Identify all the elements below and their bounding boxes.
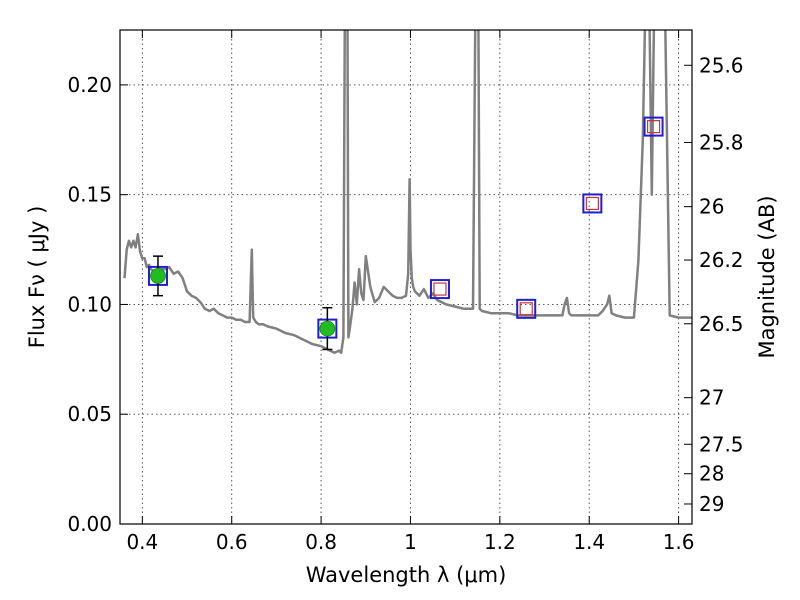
model-point-inner — [433, 282, 447, 296]
model-point-square — [643, 116, 664, 137]
y-axis-label: Flux Fν ( μJy ) — [25, 206, 49, 349]
x-tick-label: 1.4 — [573, 530, 605, 554]
x-tick-label: 0.6 — [216, 530, 248, 554]
axes: 0.4 0.6 0.8 1 1.2 1.4 1.6 0.00 0.05 0.10 0.15 0.20 2… — [67, 30, 744, 554]
plot-frame — [119, 29, 693, 525]
mag-tick-label: 28 — [699, 462, 724, 486]
y-tick-label: 0.15 — [67, 183, 112, 207]
y2-axis-label: Magnitude (AB) — [755, 195, 779, 358]
x-tick-label: 0.4 — [126, 530, 158, 554]
observed-point — [319, 320, 336, 337]
model-point-inner — [519, 302, 533, 316]
mag-tick-label: 26.2 — [699, 248, 744, 272]
y-tick-label: 0.00 — [67, 512, 112, 536]
mag-tick-label: 26 — [699, 195, 724, 219]
x-axis-label: Wavelength λ (μm) — [306, 563, 507, 587]
model-point-inner — [646, 120, 661, 134]
model-point-square — [516, 298, 537, 319]
mag-tick-label: 27.5 — [699, 432, 744, 456]
mag-tick-label: 29 — [699, 492, 724, 516]
y-tick-label: 0.10 — [67, 292, 112, 316]
model-spectrum-line — [123, 30, 692, 354]
plot-content — [123, 30, 692, 354]
mag-tick-label: 26.5 — [699, 312, 744, 336]
model-point-square — [429, 279, 450, 300]
grid — [120, 30, 692, 525]
model-point-square — [582, 193, 603, 214]
mag-tick-label: 27 — [699, 386, 724, 410]
y-tick-label: 0.20 — [67, 73, 112, 97]
y-tick-label: 0.05 — [67, 402, 112, 426]
observed-point — [150, 268, 166, 284]
model-point-inner — [585, 196, 599, 211]
mag-tick-label: 25.8 — [699, 130, 744, 154]
x-tick-label: 1.6 — [663, 530, 695, 554]
x-tick-label: 1 — [404, 530, 417, 554]
x-tick-label: 1.2 — [484, 530, 516, 554]
x-tick-label: 0.8 — [305, 530, 337, 554]
mag-tick-label: 25.6 — [699, 53, 744, 77]
